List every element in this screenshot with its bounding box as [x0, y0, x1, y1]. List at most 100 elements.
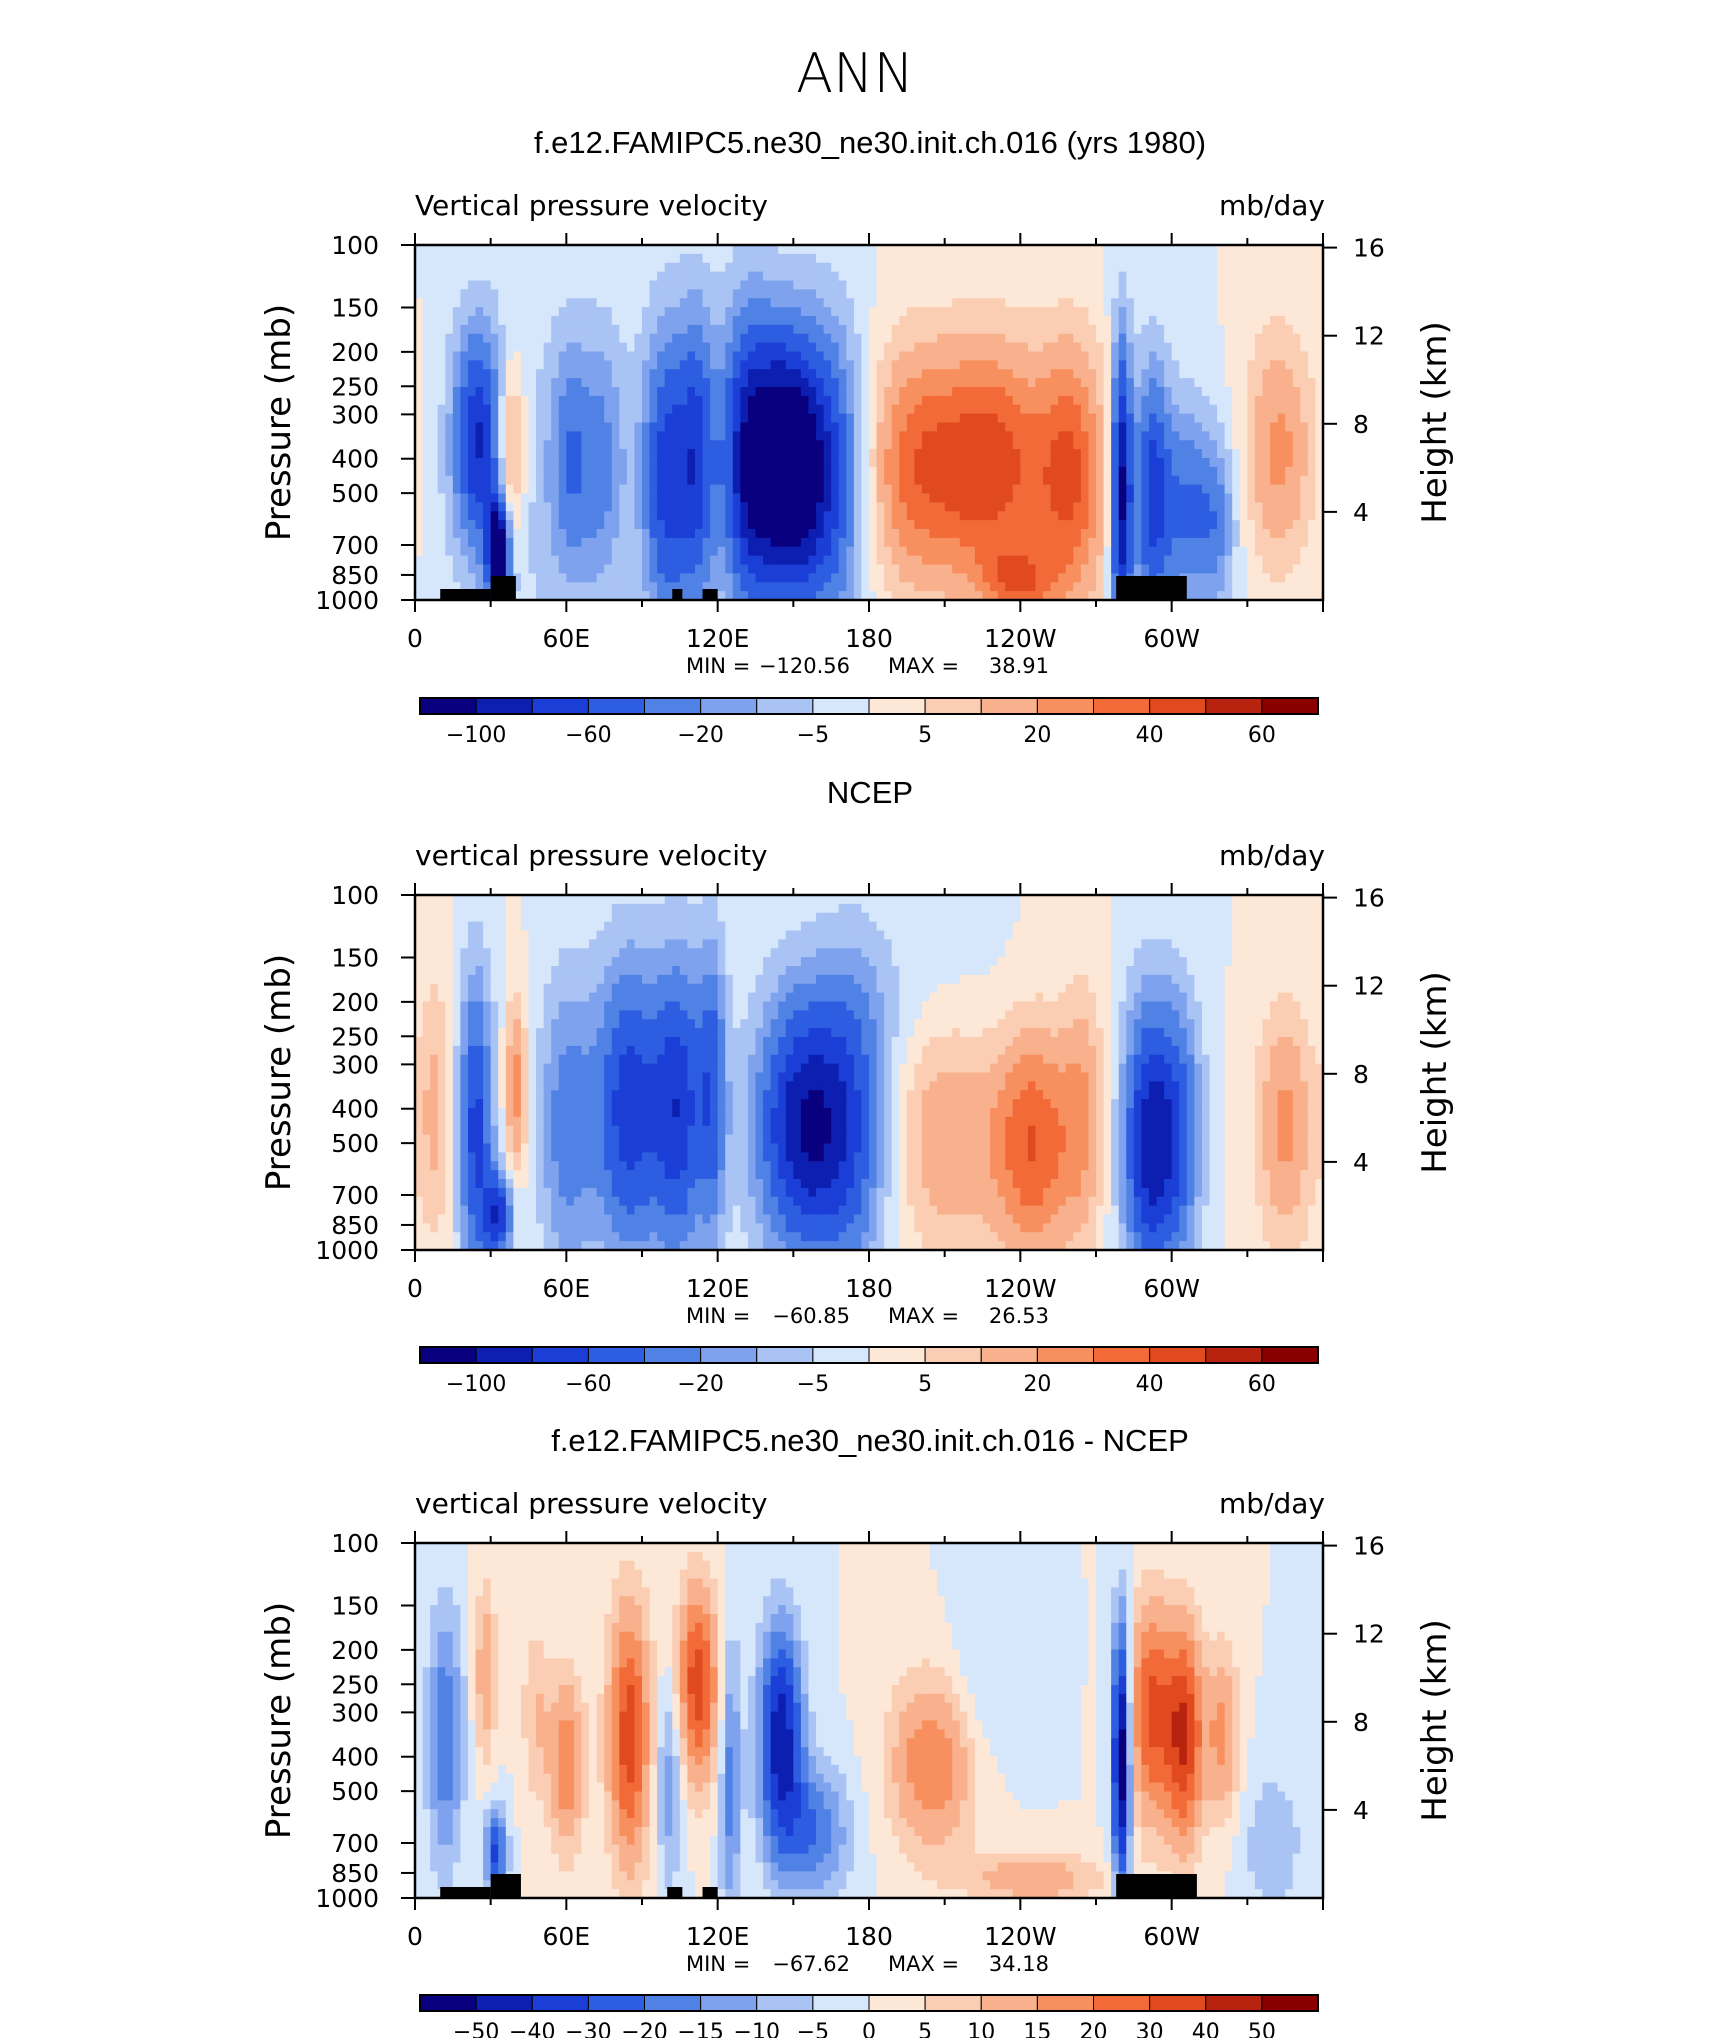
heatmap-cell [1262, 440, 1271, 450]
heatmap-cell [1315, 351, 1324, 361]
heatmap-cell [573, 466, 583, 477]
heatmap-cell [1005, 333, 1014, 344]
heatmap-cell [596, 360, 605, 370]
heatmap-cell [1103, 484, 1112, 495]
heatmap-cell [869, 413, 878, 424]
heatmap-cell [717, 360, 726, 370]
heatmap-cell [581, 333, 590, 344]
colorbar: −100 −60 −20 −5 5 20 40 60 [419, 697, 1319, 748]
heatmap-cell [558, 520, 567, 530]
heatmap-cell [710, 520, 719, 530]
heatmap-cell [513, 546, 522, 557]
heatmap-cell [649, 582, 658, 592]
heatmap-cell [732, 431, 741, 441]
heatmap-cell [952, 484, 961, 495]
heatmap-cell [498, 298, 507, 308]
heatmap-cell [823, 262, 832, 273]
heatmap-cell [793, 253, 802, 264]
heatmap-cell [1126, 307, 1135, 317]
heatmap-cell [823, 422, 832, 432]
heatmap-cell [566, 582, 575, 592]
heatmap-cell [1232, 555, 1241, 566]
heatmap-cell [498, 253, 507, 264]
heatmap-cell [990, 342, 999, 353]
heatmap-cell [415, 493, 424, 503]
heatmap-cell [1186, 413, 1195, 424]
heatmap-cell [1285, 271, 1294, 282]
heatmap-cell [1217, 502, 1226, 512]
heatmap-cell [1164, 351, 1173, 361]
heatmap-cell [952, 449, 961, 459]
heatmap-cell [445, 342, 454, 353]
heatmap-cell [1270, 351, 1279, 361]
heatmap-cell [838, 440, 847, 450]
heatmap-cell [642, 511, 651, 521]
heatmap-cell [1201, 431, 1211, 441]
heatmap-cell [430, 511, 439, 521]
heatmap-cell [702, 351, 711, 361]
heatmap-cell [437, 475, 446, 486]
heatmap-cell [710, 333, 719, 344]
heatmap-cell [1050, 520, 1059, 530]
heatmap-cell [1118, 466, 1127, 477]
heatmap-cell [437, 298, 446, 308]
heatmap-cell [460, 431, 469, 441]
heatmap-cell [657, 342, 666, 353]
heatmap-cell [581, 298, 590, 308]
heatmap-cell [1043, 271, 1052, 282]
heatmap-cell [649, 404, 658, 415]
heatmap-cell [1232, 422, 1241, 432]
heatmap-cell [906, 573, 915, 583]
heatmap-cell [1043, 458, 1052, 468]
heatmap-cell [611, 360, 620, 370]
heatmap-cell [884, 262, 893, 273]
heatmap-cell [1012, 466, 1021, 477]
heatmap-cell [558, 395, 567, 406]
heatmap-cell [1300, 378, 1309, 388]
heatmap-cell [846, 351, 855, 361]
heatmap-cell [937, 493, 946, 503]
heatmap-cell [1141, 289, 1150, 299]
heatmap-cell [611, 573, 620, 583]
heatmap-cell [1148, 351, 1158, 361]
heatmap-cell [1285, 262, 1294, 273]
heatmap-cell [1088, 289, 1097, 299]
heatmap-cell [536, 564, 545, 574]
heatmap-cell [1232, 537, 1241, 548]
heatmap-cell [891, 591, 900, 601]
heatmap-cell [505, 511, 514, 521]
heatmap-cell [906, 413, 915, 424]
heatmap-cell [1058, 564, 1067, 574]
heatmap-cell [664, 395, 673, 406]
heatmap-cell [997, 573, 1006, 583]
heatmap-cell [861, 262, 870, 273]
heatmap-cell [1148, 475, 1158, 486]
heatmap-cell [1096, 324, 1105, 335]
heatmap-cell [831, 271, 840, 282]
heatmap-cell [929, 466, 938, 477]
heatmap-cell [990, 369, 999, 379]
heatmap-cell [1164, 475, 1173, 486]
heatmap-cell [1186, 404, 1195, 415]
heatmap-cell [1027, 351, 1037, 361]
heatmap-cell [899, 573, 908, 583]
heatmap-cell [823, 493, 832, 503]
colorbar-label: −60 [565, 723, 611, 748]
heatmap-cell [778, 289, 787, 299]
heatmap-cell [906, 316, 915, 326]
heatmap-cell [528, 895, 537, 905]
heatmap-cell [452, 564, 461, 574]
colorbar-swatch [587, 697, 645, 715]
heatmap-cell [634, 475, 643, 486]
heatmap-cell [513, 387, 522, 397]
heatmap-cell [846, 342, 855, 353]
heatmap-cell [415, 316, 424, 326]
heatmap-cell [1126, 342, 1135, 353]
heatmap-cell [899, 333, 908, 344]
heatmap-cell [1285, 316, 1294, 326]
heatmap-cell [543, 493, 552, 503]
heatmap-cell [498, 262, 507, 273]
figure-title: ANN [796, 42, 914, 105]
heatmap-cell [558, 431, 567, 441]
heatmap-cell [619, 351, 628, 361]
